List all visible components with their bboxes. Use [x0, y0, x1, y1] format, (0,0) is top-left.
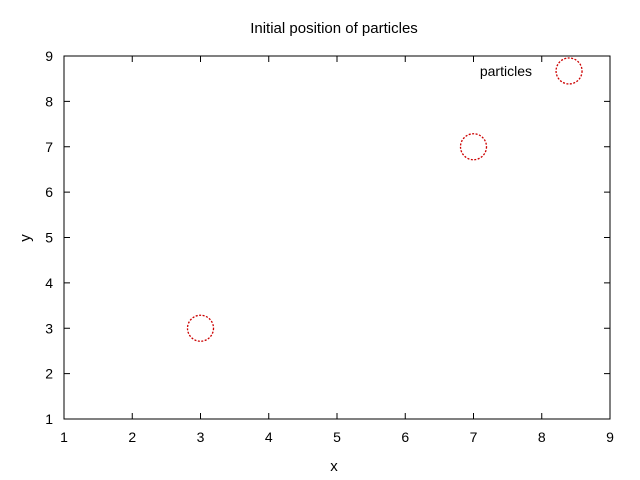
- x-tick-label: 2: [128, 429, 136, 445]
- y-axis-ticks: [64, 55, 610, 420]
- y-axis-tick-labels: 1 2 3 4 5 6 7 8 9: [45, 48, 53, 427]
- x-axis-label: x: [330, 458, 338, 475]
- y-tick-label: 4: [45, 275, 53, 291]
- y-tick-label: 2: [45, 366, 53, 382]
- x-tick-label: 4: [265, 429, 273, 445]
- x-axis-tick-labels: 1 2 3 4 5 6 7 8 9: [60, 429, 614, 445]
- y-tick-label: 5: [45, 230, 53, 246]
- y-tick-label: 9: [45, 48, 53, 64]
- x-tick-label: 7: [470, 429, 478, 445]
- x-tick-label: 9: [606, 429, 614, 445]
- y-tick-label: 3: [45, 320, 53, 336]
- plot-frame: [63, 55, 611, 420]
- legend-marker: [555, 57, 583, 85]
- x-tick-label: 3: [197, 429, 205, 445]
- y-tick-label: 1: [45, 411, 53, 427]
- x-tick-label: 5: [333, 429, 341, 445]
- data-points: [186, 133, 488, 342]
- legend-label: particles: [480, 63, 532, 79]
- y-tick-label: 6: [45, 184, 53, 200]
- y-axis-label: y: [17, 234, 34, 242]
- y-tick-label: 7: [45, 139, 53, 155]
- x-tick-label: 8: [538, 429, 546, 445]
- x-tick-label: 6: [401, 429, 409, 445]
- particle-point: [459, 133, 488, 161]
- x-axis-ticks: [63, 56, 611, 419]
- x-tick-label: 1: [60, 429, 68, 445]
- legend: particles: [480, 57, 583, 85]
- y-tick-label: 8: [45, 93, 53, 109]
- chart-title: Initial position of particles: [250, 20, 418, 37]
- particle-point: [186, 314, 215, 342]
